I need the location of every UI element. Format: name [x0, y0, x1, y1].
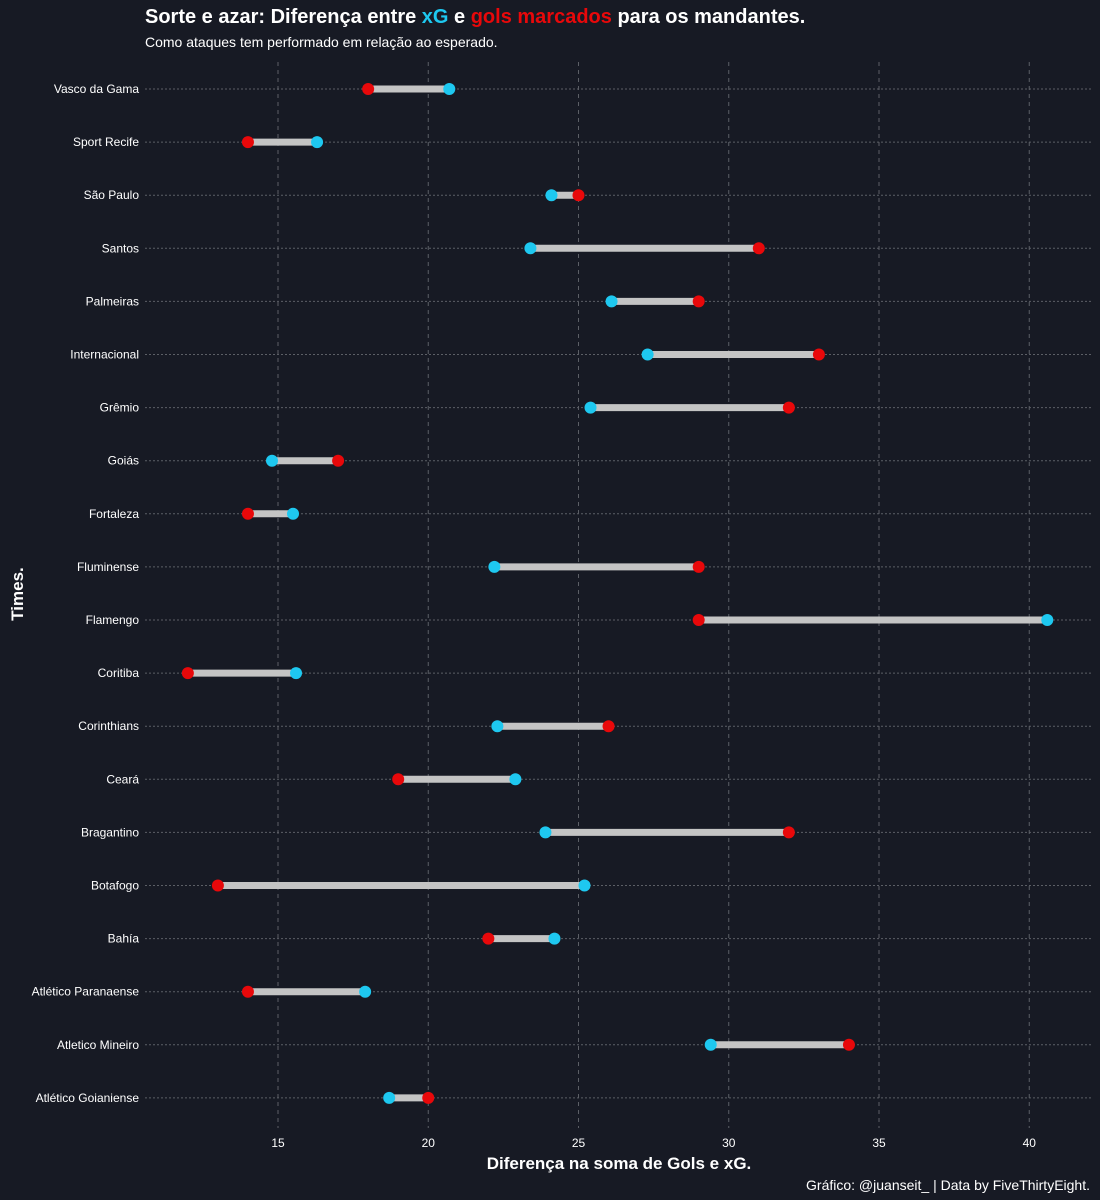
xg-point: [524, 242, 537, 255]
xg-point: [509, 773, 522, 786]
xg-point: [584, 401, 597, 414]
y-tick-label: Atletico Mineiro: [57, 1038, 139, 1052]
marks-layer: [181, 83, 1054, 1104]
goals-point: [692, 560, 705, 573]
xg-point: [605, 295, 618, 308]
goals-point: [241, 985, 254, 998]
title-xg-highlight: xG: [422, 6, 449, 28]
x-axis-title: Diferença na soma de Gols e xG.: [487, 1154, 752, 1173]
x-tick-label: 35: [872, 1136, 886, 1150]
xg-point: [311, 136, 324, 149]
title-part5: para os mandantes.: [612, 6, 805, 28]
x-tick-label: 30: [722, 1136, 736, 1150]
goals-point: [482, 932, 495, 945]
x-tick-label: 20: [422, 1136, 436, 1150]
y-tick-label: Fortaleza: [89, 507, 139, 521]
xg-point: [290, 667, 303, 680]
goals-point: [422, 1091, 435, 1104]
xg-point: [488, 560, 501, 573]
title-part3: e: [448, 6, 470, 28]
xg-point: [548, 932, 561, 945]
goals-point: [692, 295, 705, 308]
chart-caption: Gráfico: @juanseit_ | Data by FiveThirty…: [806, 1177, 1090, 1193]
xg-point: [287, 507, 300, 520]
chart-title: Sorte e azar: Diferença entre xG e gols …: [145, 6, 805, 28]
y-tick-label: Sport Recife: [73, 135, 139, 149]
y-tick-label: Fluminense: [77, 560, 139, 574]
x-tick-label: 15: [271, 1136, 285, 1150]
y-tick-label: Bragantino: [81, 825, 139, 839]
xg-point: [704, 1038, 717, 1051]
title-goals-highlight: gols marcados: [471, 6, 612, 28]
goals-point: [602, 720, 615, 733]
y-tick-label: Flamengo: [86, 613, 140, 627]
xg-point: [265, 454, 278, 467]
goals-point: [752, 242, 765, 255]
xg-point: [539, 826, 552, 839]
goals-point: [332, 454, 345, 467]
y-tick-label: Goiás: [108, 454, 139, 468]
xg-point: [545, 189, 558, 202]
goals-point: [362, 83, 375, 95]
y-axis-title: Times.: [8, 567, 27, 621]
xg-point: [641, 348, 654, 361]
y-tick-label: Internacional: [70, 348, 139, 362]
goals-point: [241, 136, 254, 149]
goals-point: [782, 401, 795, 414]
xg-point: [491, 720, 504, 733]
y-tick-label: Atlético Paranaense: [32, 985, 140, 999]
y-tick-label: Santos: [102, 241, 139, 255]
xg-point: [383, 1091, 396, 1104]
goals-point: [842, 1038, 855, 1051]
goals-point: [241, 507, 254, 520]
y-tick-label: Grêmio: [100, 401, 140, 415]
y-tick-label: Ceará: [106, 772, 139, 786]
xg-point: [359, 985, 372, 998]
goals-point: [211, 879, 224, 892]
title-part1: Sorte e azar: Diferença entre: [145, 6, 422, 28]
xg-point: [1041, 614, 1054, 626]
grid-layer: [145, 62, 1092, 1128]
goals-point: [392, 773, 405, 786]
goals-point: [572, 189, 585, 202]
x-tick-label: 25: [572, 1136, 586, 1150]
y-tick-label: São Paulo: [84, 188, 140, 202]
labels-layer: 15 20 25 30 35 40 Vasco da Gama Sport Recife São…: [32, 82, 1037, 1150]
y-tick-label: Atlético Goianiense: [36, 1091, 140, 1105]
y-tick-label: Corinthians: [78, 719, 139, 733]
y-tick-label: Bahía: [108, 932, 140, 946]
x-tick-label: 40: [1023, 1136, 1037, 1150]
goals-point: [812, 348, 825, 361]
goals-point: [692, 614, 705, 626]
y-tick-label: Vasco da Gama: [54, 82, 139, 96]
goals-point: [782, 826, 795, 839]
y-tick-label: Coritiba: [98, 666, 140, 680]
y-tick-label: Botafogo: [91, 879, 139, 893]
chart-subtitle: Como ataques tem performado em relação a…: [145, 34, 498, 50]
xg-point: [578, 879, 591, 892]
xg-point: [443, 83, 456, 95]
y-tick-label: Palmeiras: [86, 294, 139, 308]
goals-point: [181, 667, 194, 680]
